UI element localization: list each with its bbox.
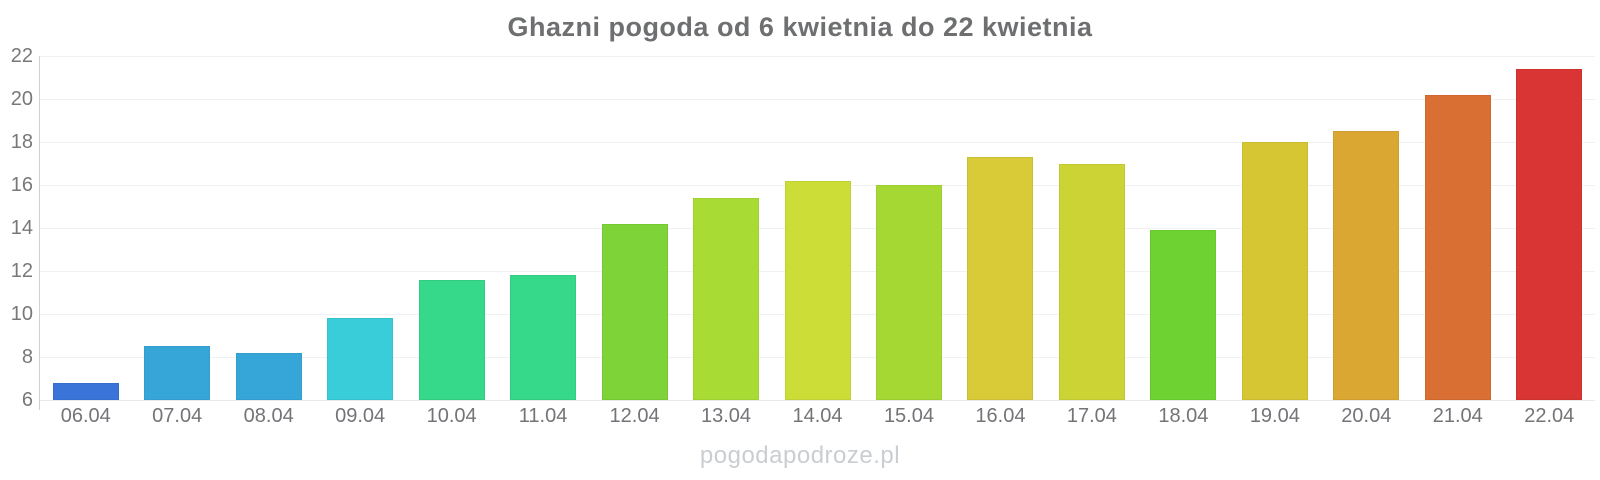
x-axis-tick-label: 22.04 (1524, 405, 1575, 427)
bar-11.04[interactable] (510, 275, 577, 400)
bar-16.04[interactable] (967, 157, 1034, 400)
bar-15.04[interactable] (875, 185, 942, 400)
y-axis-tick-label: 10 (10, 303, 33, 325)
bar-19.04[interactable] (1241, 142, 1308, 400)
bar-14.04[interactable] (784, 180, 851, 400)
y-axis-tick-label: 18 (10, 131, 33, 153)
x-axis-tick-label: 07.04 (152, 405, 203, 427)
x-axis-tick-label: 16.04 (975, 405, 1026, 427)
bar-06.04[interactable] (52, 382, 119, 400)
y-axis: 6 8 10 12 14 16 18 20 22 (0, 0, 33, 480)
y-axis-line (39, 56, 40, 410)
y-axis-tick-label: 22 (10, 45, 33, 67)
bar-20.04[interactable] (1333, 131, 1400, 400)
plot-area (40, 56, 1595, 401)
bar-07.04[interactable] (144, 346, 211, 400)
bar-10.04[interactable] (418, 279, 485, 400)
x-axis-tick-label: 09.04 (335, 405, 386, 427)
x-axis-tick-label: 10.04 (426, 405, 477, 427)
x-axis-tick-label: 17.04 (1066, 405, 1117, 427)
x-axis-tick-label: 18.04 (1158, 405, 1209, 427)
bar-09.04[interactable] (327, 318, 394, 400)
y-axis-tick-label: 12 (10, 260, 33, 282)
y-axis-tick-label: 20 (10, 88, 33, 110)
bar-21.04[interactable] (1424, 94, 1491, 400)
x-axis-tick-label: 11.04 (518, 405, 568, 427)
x-axis-tick-label: 14.04 (792, 405, 843, 427)
x-axis-tick-label: 12.04 (609, 405, 660, 427)
bar-22.04[interactable] (1516, 68, 1583, 400)
gridline (40, 400, 1595, 401)
x-axis-tick-label: 15.04 (883, 405, 934, 427)
bar-13.04[interactable] (693, 197, 760, 400)
chart-title: Ghazni pogoda od 6 kwietnia do 22 kwietn… (507, 12, 1093, 42)
watermark: pogodapodroze.pl (699, 442, 901, 469)
gridline (40, 99, 1595, 100)
x-axis-tick-label: 08.04 (243, 405, 294, 427)
x-axis-tick-label: 21.04 (1432, 405, 1483, 427)
x-axis-tick-label: 19.04 (1249, 405, 1300, 427)
y-axis-tick-label: 16 (10, 174, 33, 196)
bar-18.04[interactable] (1150, 230, 1217, 400)
y-axis-tick-label: 6 (21, 389, 33, 411)
bar-12.04[interactable] (601, 223, 668, 400)
bar-08.04[interactable] (235, 352, 302, 400)
gridline (40, 56, 1595, 57)
x-axis-tick-label: 06.04 (60, 405, 111, 427)
x-axis-tick-label: 20.04 (1341, 405, 1392, 427)
gridline (40, 142, 1595, 143)
y-axis-tick-label: 8 (21, 346, 33, 368)
x-axis: 06.04 07.04 08.04 09.04 10.04 11.04 12.04 13.04… (40, 405, 1595, 431)
bar-17.04[interactable] (1058, 163, 1125, 400)
x-axis-tick-label: 13.04 (700, 405, 752, 427)
y-axis-tick-label: 14 (10, 217, 33, 239)
